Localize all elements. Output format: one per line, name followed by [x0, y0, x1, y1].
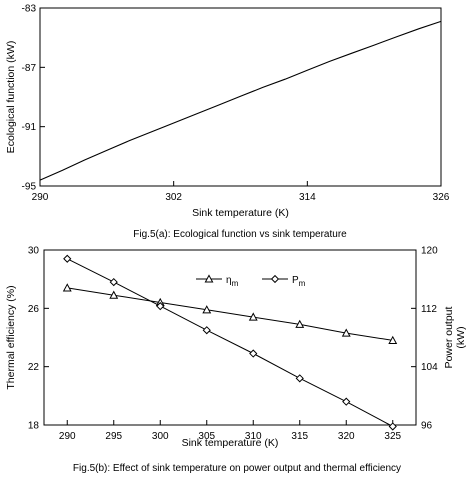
chart-a-x-axis-label: Sink temperature (K) [192, 207, 289, 219]
chart-a-x-tick-label: 314 [299, 192, 316, 203]
chart-a-y-tick-label: -83 [22, 4, 37, 15]
chart-b-left-y-tick-label: 26 [28, 304, 40, 315]
chart-b-efficiency-point [202, 305, 212, 314]
chart-a-caption: Fig.5(a): Ecological function vs sink te… [133, 229, 347, 240]
chart-b-right-y-tick-label: 120 [421, 246, 438, 257]
chart-b-x-tick-label: 320 [338, 431, 355, 442]
chart-b-x-tick-label: 310 [245, 431, 262, 442]
chart-a-y-tick-label: -87 [22, 63, 37, 74]
chart-b-left-y-tick-label: 30 [28, 246, 40, 257]
legend-power-label: Pm [292, 275, 306, 288]
chart-b-left-y-tick-label: 22 [28, 362, 40, 373]
chart-b-power-point [63, 254, 72, 263]
chart-b-power-point [249, 349, 258, 358]
chart-b-efficiency-line [67, 287, 393, 341]
legend-efficiency-subscript: m [232, 279, 239, 288]
chart-b-right-y-tick-label: 104 [421, 362, 438, 373]
chart-b-x-tick-label: 315 [291, 431, 308, 442]
chart-b-right-y-axis-label-line1: Power output [443, 306, 455, 368]
chart-b-ticks: 290 295 300 305 310 315 320 325 18 22 26 30 96 104 112… [28, 246, 438, 443]
chart-b-efficiency-point [388, 335, 398, 344]
chart-b-caption: Fig.5(b): Effect of sink temperature on … [73, 463, 401, 474]
chart-a-series-line [39, 20, 442, 181]
legend-power-marker [270, 274, 280, 284]
chart-a-plot-frame [39, 7, 442, 187]
chart-b-x-axis-label: Sink temperature (K) [182, 437, 279, 449]
chart-b-left-y-tick-label: 18 [28, 421, 40, 432]
chart-b-x-tick-label: 305 [198, 431, 215, 442]
chart-power-and-efficiency: 290 295 300 305 310 315 320 325 18 22 26 30 96 104 112… [5, 246, 467, 475]
chart-b-left-y-axis-label: Thermal efficiency (%) [5, 285, 17, 389]
chart-b-legend: ηm Pm [196, 274, 306, 288]
chart-b-efficiency-point [62, 283, 72, 292]
chart-b-power-line [67, 258, 394, 427]
chart-a-y-tick-label: -95 [22, 182, 37, 193]
chart-b-right-y-axis-label-line2: (kW) [455, 326, 467, 348]
chart-b-x-tick-label: 325 [384, 431, 401, 442]
chart-a-ticks: 290 302 314 326 -95 -91 -87 -83 [22, 4, 450, 204]
chart-b-x-tick-label: 300 [152, 431, 169, 442]
chart-b-power-point [156, 302, 165, 311]
chart-a-marks [39, 20, 442, 181]
chart-a-x-tick-label: 326 [433, 192, 450, 203]
legend-power-subscript: m [299, 279, 306, 288]
legend-efficiency-marker [204, 274, 214, 283]
chart-b-marks [62, 254, 398, 431]
chart-b-right-y-tick-label: 96 [421, 421, 433, 432]
chart-a-x-tick-label: 302 [165, 192, 182, 203]
chart-b-power-point [342, 397, 351, 406]
chart-b-power-point [295, 374, 304, 383]
chart-b-power-point [109, 277, 118, 287]
chart-b-efficiency-point [295, 319, 305, 328]
chart-b-x-tick-label: 295 [105, 431, 122, 442]
chart-b-efficiency-point [341, 328, 351, 337]
chart-b-power-point [202, 326, 211, 335]
legend-efficiency-label: ηm [226, 275, 239, 288]
chart-ecological-function: 290 302 314 326 -95 -91 -87 -83 Sink temperatur… [5, 4, 450, 241]
chart-b-plot-frame [43, 249, 417, 426]
chart-b-right-y-tick-label: 112 [421, 304, 437, 315]
chart-a-y-tick-label: -91 [22, 122, 37, 133]
chart-b-power-point [388, 422, 397, 431]
chart-a-x-tick-label: 290 [32, 192, 49, 203]
chart-b-efficiency-point [248, 312, 258, 321]
chart-b-x-tick-label: 290 [59, 431, 76, 442]
chart-b-efficiency-point [109, 290, 119, 299]
chart-a-y-axis-label: Ecological function (kW) [5, 41, 17, 154]
